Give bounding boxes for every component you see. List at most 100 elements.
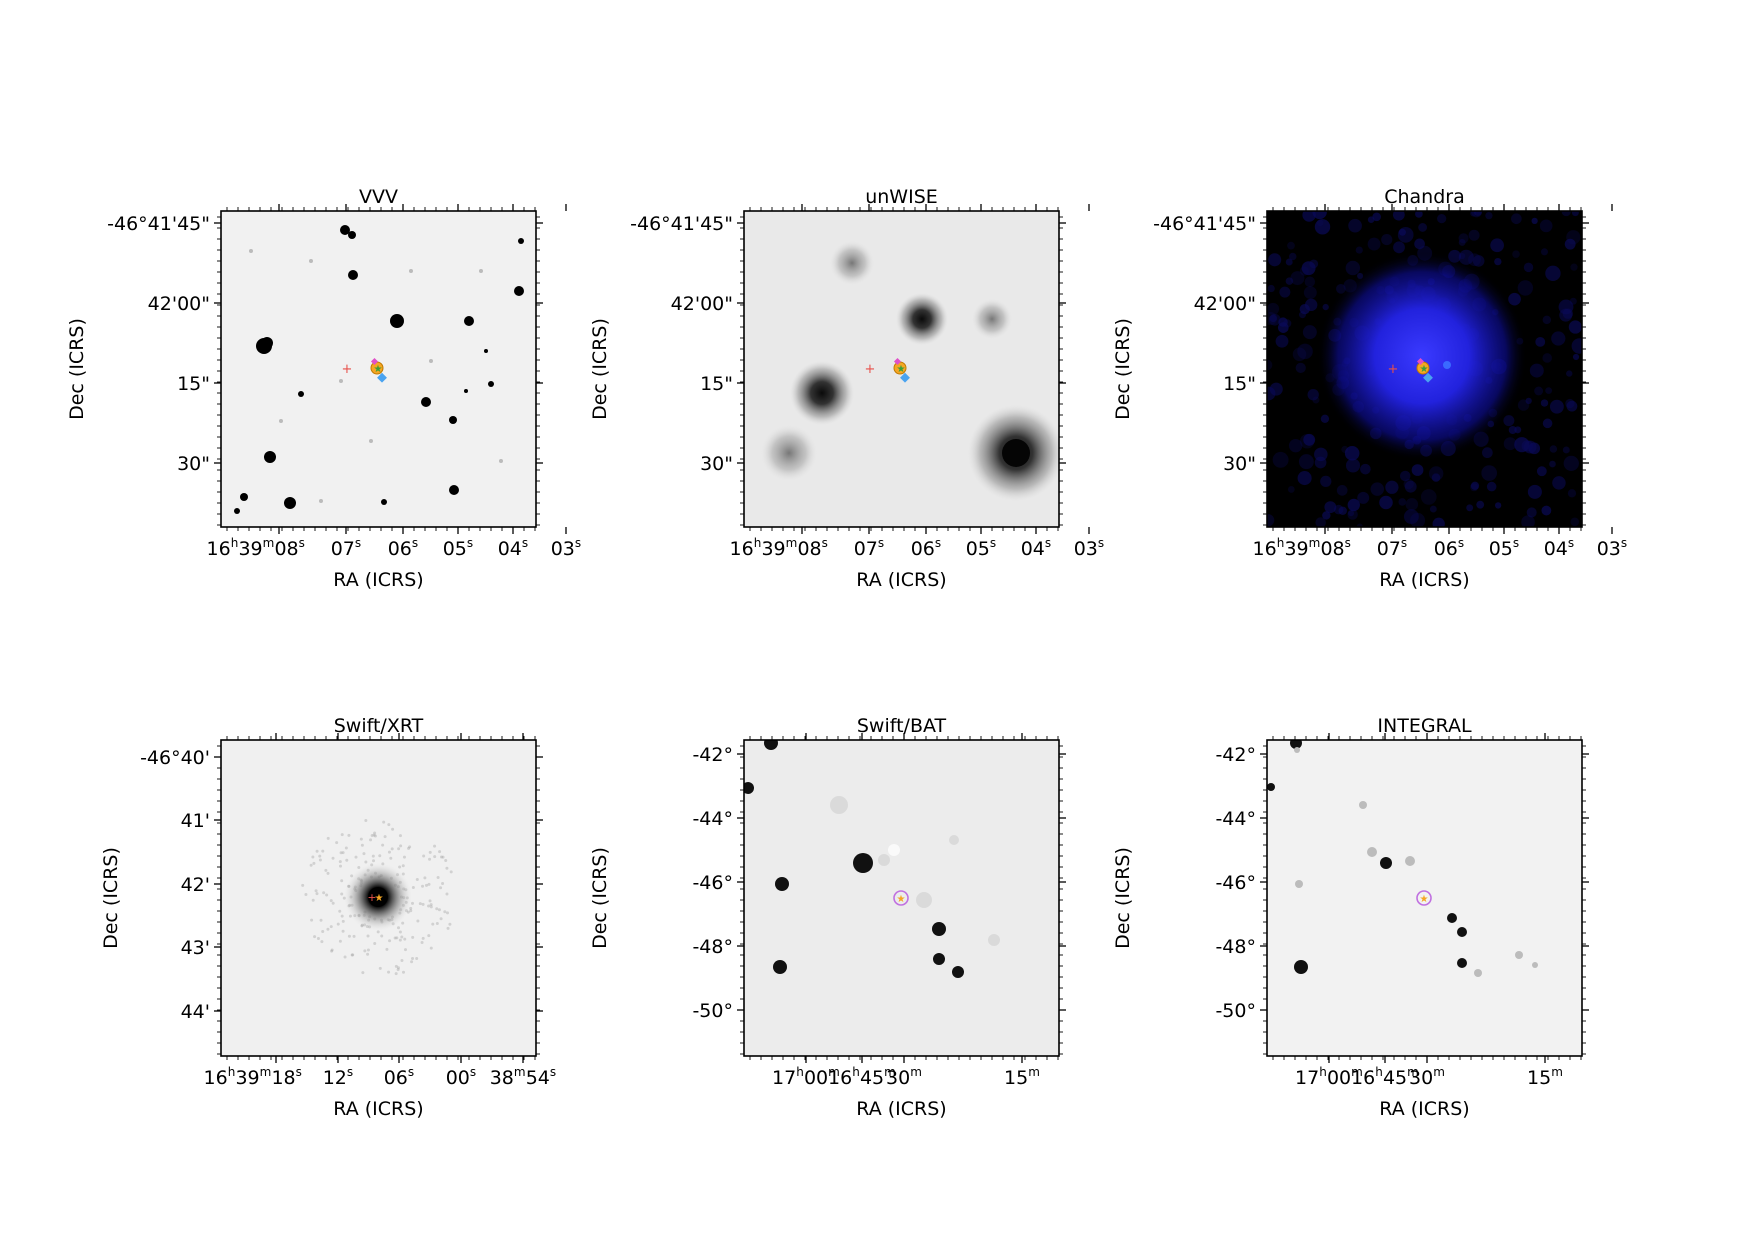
sky-image	[744, 740, 1059, 1056]
x-axis-label: RA (ICRS)	[333, 1098, 423, 1120]
y-tick-label: 30"	[177, 453, 210, 475]
panel-title: Swift/BAT	[857, 715, 947, 737]
panel-swift-xrt: +★ Swift/XRT -46°40' 41' 42' 43' 44' 16h 39m 18…	[100, 715, 556, 1120]
panel-title: VVV	[359, 186, 398, 208]
panel-integral: ★ INTEGRAL -42° -44° -46° -48° -50° 17h 00m 16h…	[1112, 715, 1589, 1120]
pink-marker-icon	[893, 357, 902, 366]
y-tick-label: 15"	[177, 373, 210, 395]
y-tick-label: 15"	[1223, 373, 1256, 395]
star-marker-icon: ★	[1420, 894, 1429, 905]
source-markers: +★	[342, 357, 387, 383]
star-marker-icon: ★	[374, 364, 383, 375]
x-tick-label: 07s	[331, 536, 362, 560]
diamond-marker-icon	[1423, 372, 1433, 383]
cross-marker-icon: +	[1388, 362, 1399, 377]
y-axis-label: Dec (ICRS)	[1112, 847, 1134, 949]
y-tick-label: -42°	[692, 744, 733, 766]
y-tick-label: 30"	[1223, 453, 1256, 475]
y-tick-label: -46°41'45"	[630, 213, 733, 235]
y-tick-label: 42'	[181, 874, 210, 896]
plot-frame	[743, 739, 1060, 1057]
x-axis-label: RA (ICRS)	[1379, 1098, 1469, 1120]
x-tick-label: 16h 45m	[828, 1065, 896, 1089]
x-tick-label: 38m 54s	[490, 1065, 557, 1089]
y-tick-label: 42'00"	[671, 293, 733, 315]
source-markers: ★	[893, 890, 909, 906]
y-tick-label: -42°	[1215, 744, 1256, 766]
y-tick-label: -50°	[1215, 1000, 1256, 1022]
sky-image	[221, 740, 536, 1056]
sky-image	[744, 211, 1059, 527]
plot-frame	[220, 739, 537, 1057]
plot-frame	[1266, 210, 1583, 528]
x-tick-label: 07s	[854, 536, 885, 560]
y-tick-label: 42'00"	[148, 293, 210, 315]
star-marker-icon: ★	[897, 894, 906, 905]
x-tick-label: 05s	[443, 536, 474, 560]
x-tick-label: 30m	[886, 1065, 922, 1089]
panel-title: INTEGRAL	[1377, 715, 1472, 737]
panel-vvv: + ★ VVV -46°41'45" 42'00" 15" 30" 16h 39m 08s 0…	[66, 186, 581, 591]
source-markers: +★	[367, 891, 383, 904]
x-tick-label: 06s	[384, 1065, 415, 1089]
y-tick-label: -46°41'45"	[107, 213, 210, 235]
x-tick-label: 06s	[1434, 536, 1465, 560]
x-tick-label: 03s	[1074, 536, 1105, 560]
plot-frame	[220, 210, 537, 528]
plot-frame	[1266, 739, 1583, 1057]
y-tick-label: 30"	[700, 453, 733, 475]
y-tick-label: -46°41'45"	[1153, 213, 1256, 235]
pink-marker-icon	[370, 357, 379, 366]
x-axis-label: RA (ICRS)	[856, 1098, 946, 1120]
x-tick-label: 05s	[966, 536, 997, 560]
star-marker-icon: ★	[897, 364, 906, 375]
y-tick-label: 42'00"	[1194, 293, 1256, 315]
x-tick-label: 05s	[1489, 536, 1520, 560]
y-tick-label: -46°	[692, 872, 733, 894]
panel-title: unWISE	[865, 186, 938, 208]
error-circle-icon	[1416, 890, 1432, 906]
x-tick-label: 16h 39m 08s	[1253, 536, 1351, 560]
y-tick-label: 15"	[700, 373, 733, 395]
y-tick-label: -48°	[1215, 936, 1256, 958]
x-tick-label: 16h 39m 08s	[207, 536, 305, 560]
plot-frame	[743, 210, 1060, 528]
y-tick-label: 44'	[181, 1001, 210, 1023]
x-tick-label: 06s	[911, 536, 942, 560]
sky-image	[1267, 740, 1582, 1056]
sky-image	[1267, 211, 1582, 527]
source-markers: +★	[865, 357, 910, 383]
y-axis-label: Dec (ICRS)	[1112, 318, 1134, 420]
y-tick-label: -44°	[692, 808, 733, 830]
star-marker-icon: ★	[1420, 364, 1429, 375]
x-tick-label: 03s	[1597, 536, 1628, 560]
diamond-marker-icon	[377, 372, 387, 383]
y-tick-label: -48°	[692, 936, 733, 958]
x-tick-label: 06s	[388, 536, 419, 560]
source-markers: +★	[1388, 357, 1433, 383]
x-tick-label: 04s	[498, 536, 529, 560]
x-tick-label: 04s	[1544, 536, 1575, 560]
y-axis-label: Dec (ICRS)	[66, 318, 88, 420]
x-tick-label: 04s	[1021, 536, 1052, 560]
y-tick-label: 41'	[181, 810, 210, 832]
y-axis-label: Dec (ICRS)	[589, 847, 611, 949]
panel-title: Swift/XRT	[334, 715, 424, 737]
panel-chandra: + ★Chandra-46°41'45"42'00"15"30"16h 39m 0…	[1112, 186, 1627, 591]
y-tick-label: -46°40'	[140, 747, 210, 769]
cross-marker-icon: +	[865, 362, 876, 377]
star-marker-icon: ★	[375, 893, 384, 904]
x-tick-label: 03s	[551, 536, 582, 560]
x-tick-label: 30m	[1409, 1065, 1445, 1089]
x-tick-label: 16h 39m 08s	[730, 536, 828, 560]
y-tick-label: -50°	[692, 1000, 733, 1022]
x-tick-label: 16h 39m 18s	[204, 1065, 302, 1089]
y-axis-label: Dec (ICRS)	[589, 318, 611, 420]
y-axis-label: Dec (ICRS)	[100, 847, 122, 949]
x-axis-label: RA (ICRS)	[333, 569, 423, 591]
cross-marker-icon: +	[367, 891, 376, 904]
x-tick-label: 17h 00m	[772, 1065, 840, 1089]
x-tick-label: 00s	[446, 1065, 477, 1089]
x-tick-label: 15m	[1004, 1065, 1040, 1089]
